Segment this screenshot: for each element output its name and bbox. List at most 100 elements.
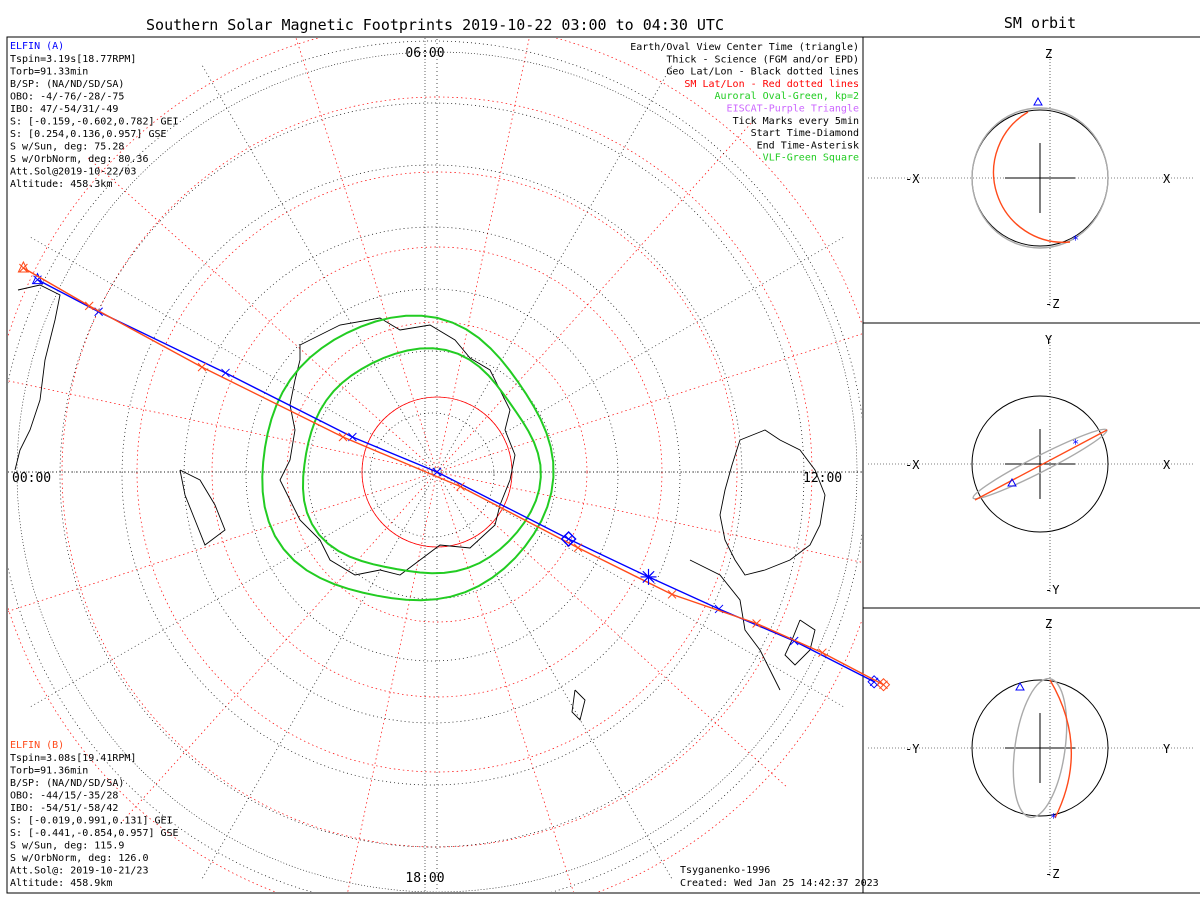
info-line: S: [-0.159,-0.602,0.782] GEI: [10, 117, 179, 128]
sm-meridian: [436, 38, 530, 473]
orbit-a-path: [1012, 677, 1068, 819]
info-line: Tspin=3.19s[18.77RPM]: [10, 54, 136, 65]
geo-meridian: [436, 471, 673, 880]
info-line: IBO: -54/51/-58/42: [10, 803, 118, 814]
sm-meridian: [436, 122, 752, 473]
tick-mark: [456, 482, 465, 491]
orbit-end-marker: *: [1050, 811, 1057, 825]
elfin-b-track: [23, 267, 884, 686]
geo-lat-circle: [121, 164, 743, 786]
geo-lat-circle: [369, 412, 495, 538]
end-asterisk: [642, 570, 655, 583]
legend-item: Auroral Oval-Green, kp=2: [715, 91, 860, 102]
tick-mark: [338, 432, 348, 442]
axis-label-ypos: Z: [1045, 617, 1052, 631]
orbit-panels: -X X Z -Z -X X Y -Y -Y Y Z -Z * * *: [868, 47, 1195, 881]
orbit-title: SM orbit: [1004, 14, 1076, 32]
info-line: OBO: -44/15/-35/28: [10, 791, 118, 802]
elfin-b-info: ELFIN (B) Tspin=3.08s[19.41RPM] Torb=91.3…: [10, 740, 179, 889]
orbit-a-path: [971, 107, 1109, 249]
info-line: S w/OrbNorm, deg: 80.36: [10, 154, 148, 165]
tick-mark: [714, 604, 724, 614]
info-line: Tspin=3.08s[19.41RPM]: [10, 753, 136, 764]
tick-mark: [19, 263, 28, 273]
tick-mark: [432, 467, 442, 477]
axis-label-xneg: -X: [905, 172, 920, 186]
geo-lat-circle: [307, 350, 557, 600]
coastline-island: [571, 689, 586, 721]
legend-item: Geo Lat/Lon - Black dotted lines: [666, 67, 859, 78]
geo-meridian: [29, 471, 438, 708]
sm-meridian: [8, 471, 438, 612]
sm-meridian: [8, 380, 438, 473]
info-line: IBO: 47/-54/31/-49: [10, 104, 118, 115]
legend-item: SM Lat/Lon - Red dotted lines: [684, 79, 859, 90]
tick-mark: [818, 648, 827, 658]
legend-item: VLF-Green Square: [763, 153, 859, 164]
sm-meridian: [295, 38, 438, 473]
time-label-left: 00:00: [12, 471, 51, 486]
sm-meridian: [347, 471, 438, 892]
axis-label-ypos: Y: [1045, 333, 1053, 347]
axis-label-xpos: X: [1163, 458, 1171, 472]
info-line: B/SP: (NA/ND/SD/SA): [10, 79, 124, 90]
geo-lat-circle: [183, 226, 681, 724]
orbit-start-marker: [1033, 96, 1043, 106]
info-line: Att.Sol@: 2019-10-21/23: [10, 866, 148, 877]
end-diamond: [867, 675, 881, 689]
time-label-bottom: 18:00: [405, 871, 444, 886]
coastlines: [14, 284, 826, 721]
info-line: S: [0.254,0.136,0.957] GSE: [10, 129, 167, 140]
created-label: Created: Wed Jan 25 14:42:37 2023: [680, 878, 879, 889]
time-label-top: 06:00: [405, 46, 444, 61]
figure-title: Southern Solar Magnetic Footprints 2019-…: [146, 16, 724, 34]
info-line: Torb=91.36min: [10, 766, 88, 777]
geo-lat-circle: [8, 40, 862, 892]
info-line: Torb=91.33min: [10, 67, 88, 78]
axis-label-yneg: -Y: [1045, 583, 1060, 597]
geo-meridian: [436, 471, 845, 708]
model-label: Tsyganenko-1996: [680, 865, 770, 876]
elfin-a-track: [37, 279, 875, 683]
tick-mark: [221, 368, 230, 378]
geo-meridian: [201, 471, 438, 880]
coastline-africa: [14, 284, 61, 471]
polar-grid: [8, 38, 862, 892]
axis-label-yneg: -Z: [1045, 867, 1059, 881]
info-line: S: [-0.441,-0.854,0.957] GSE: [10, 828, 179, 839]
legend-item: Start Time-Diamond: [751, 128, 859, 139]
info-line: B/SP: (NA/ND/SD/SA): [10, 778, 124, 789]
sm-meridian: [87, 157, 438, 473]
orbit-end-marker: *: [1072, 233, 1079, 247]
info-line: S w/Sun, deg: 75.28: [10, 142, 124, 153]
auroral-oval-inner: [301, 347, 542, 575]
info-line: OBO: -4/-76/-28/-75: [10, 92, 124, 103]
tick-mark: [197, 362, 207, 372]
legend-item: EISCAT-Purple Triangle: [727, 104, 859, 115]
legend-item: Earth/Oval View Center Time (triangle): [630, 42, 859, 53]
geo-lat-circle: [59, 102, 805, 848]
orbit-end-marker: *: [1072, 437, 1079, 451]
start-diamond: [560, 531, 577, 548]
info-line: S w/Sun, deg: 115.9: [10, 841, 124, 852]
orbit-b-path: [974, 429, 1108, 501]
elfin-a-header: ELFIN (A): [10, 41, 64, 52]
sm-meridian: [436, 471, 862, 563]
orbit-start-marker: [1015, 681, 1025, 691]
orbit-b-path: [1049, 679, 1073, 819]
info-line: Altitude: 458.3km: [10, 179, 112, 190]
auroral-oval: [261, 314, 555, 602]
sm-meridian: [122, 471, 438, 822]
elfin-a-info: ELFIN (A) Tspin=3.19s[18.77RPM] Torb=91.3…: [10, 41, 179, 190]
legend-item: End Time-Asterisk: [757, 140, 859, 151]
time-label-right: 12:00: [803, 471, 842, 486]
auroral-oval-outer: [261, 314, 555, 602]
axis-label-yneg: -Z: [1045, 297, 1059, 311]
axis-label-ypos: Z: [1045, 47, 1052, 61]
geo-meridian: [436, 236, 845, 473]
axis-label-xneg: -Y: [905, 742, 920, 756]
tick-mark: [752, 619, 761, 628]
geo-meridian: [436, 64, 673, 473]
coastline-south-america: [689, 559, 781, 691]
